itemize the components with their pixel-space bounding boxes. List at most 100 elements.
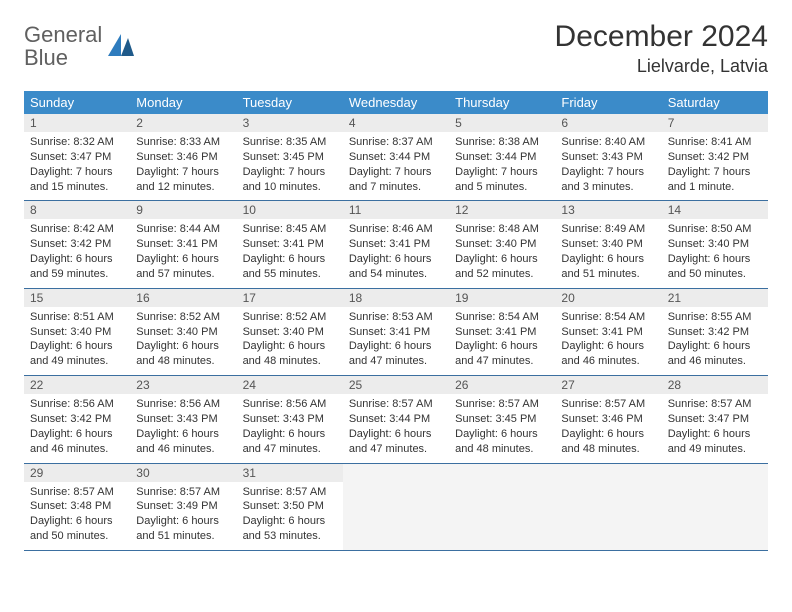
daylight-line: Daylight: 6 hours and 48 minutes. xyxy=(243,339,337,369)
calendar-day-cell: 19Sunrise: 8:54 AMSunset: 3:41 PMDayligh… xyxy=(449,288,555,375)
sunset-line: Sunset: 3:41 PM xyxy=(349,325,443,340)
calendar-day-cell xyxy=(449,463,555,550)
daylight-line: Daylight: 6 hours and 50 minutes. xyxy=(668,252,762,282)
day-number: 18 xyxy=(343,289,449,307)
day-number: 5 xyxy=(449,114,555,132)
sunrise-line: Sunrise: 8:57 AM xyxy=(136,485,230,500)
location: Lielvarde, Latvia xyxy=(555,56,768,77)
calendar-day-cell xyxy=(662,463,768,550)
calendar-day-cell: 20Sunrise: 8:54 AMSunset: 3:41 PMDayligh… xyxy=(555,288,661,375)
daylight-line: Daylight: 7 hours and 15 minutes. xyxy=(30,165,124,195)
sunset-line: Sunset: 3:41 PM xyxy=(136,237,230,252)
sunrise-line: Sunrise: 8:50 AM xyxy=(668,222,762,237)
daylight-line: Daylight: 6 hours and 47 minutes. xyxy=(243,427,337,457)
calendar-day-cell: 25Sunrise: 8:57 AMSunset: 3:44 PMDayligh… xyxy=(343,376,449,463)
sunrise-line: Sunrise: 8:57 AM xyxy=(455,397,549,412)
calendar-week-row: 1Sunrise: 8:32 AMSunset: 3:47 PMDaylight… xyxy=(24,114,768,201)
sunset-line: Sunset: 3:45 PM xyxy=(455,412,549,427)
sunset-line: Sunset: 3:40 PM xyxy=(136,325,230,340)
day-number: 28 xyxy=(662,376,768,394)
day-content: Sunrise: 8:37 AMSunset: 3:44 PMDaylight:… xyxy=(343,132,449,200)
day-content: Sunrise: 8:50 AMSunset: 3:40 PMDaylight:… xyxy=(662,219,768,287)
calendar-day-cell: 21Sunrise: 8:55 AMSunset: 3:42 PMDayligh… xyxy=(662,288,768,375)
day-number: 1 xyxy=(24,114,130,132)
sunrise-line: Sunrise: 8:56 AM xyxy=(136,397,230,412)
daylight-line: Daylight: 6 hours and 46 minutes. xyxy=(668,339,762,369)
daylight-line: Daylight: 6 hours and 54 minutes. xyxy=(349,252,443,282)
weekday-header: Tuesday xyxy=(237,91,343,114)
sunset-line: Sunset: 3:42 PM xyxy=(30,237,124,252)
calendar-day-cell xyxy=(555,463,661,550)
day-content: Sunrise: 8:55 AMSunset: 3:42 PMDaylight:… xyxy=(662,307,768,375)
day-number: 20 xyxy=(555,289,661,307)
sunrise-line: Sunrise: 8:38 AM xyxy=(455,135,549,150)
sunrise-line: Sunrise: 8:57 AM xyxy=(561,397,655,412)
calendar-day-cell: 11Sunrise: 8:46 AMSunset: 3:41 PMDayligh… xyxy=(343,201,449,288)
calendar-day-cell: 2Sunrise: 8:33 AMSunset: 3:46 PMDaylight… xyxy=(130,114,236,201)
daylight-line: Daylight: 6 hours and 50 minutes. xyxy=(30,514,124,544)
day-number: 13 xyxy=(555,201,661,219)
sunrise-line: Sunrise: 8:54 AM xyxy=(455,310,549,325)
sunset-line: Sunset: 3:43 PM xyxy=(561,150,655,165)
weekday-header: Thursday xyxy=(449,91,555,114)
calendar-day-cell: 4Sunrise: 8:37 AMSunset: 3:44 PMDaylight… xyxy=(343,114,449,201)
calendar-week-row: 8Sunrise: 8:42 AMSunset: 3:42 PMDaylight… xyxy=(24,201,768,288)
day-content: Sunrise: 8:40 AMSunset: 3:43 PMDaylight:… xyxy=(555,132,661,200)
day-content: Sunrise: 8:41 AMSunset: 3:42 PMDaylight:… xyxy=(662,132,768,200)
sunrise-line: Sunrise: 8:56 AM xyxy=(30,397,124,412)
day-number: 3 xyxy=(237,114,343,132)
day-number: 17 xyxy=(237,289,343,307)
calendar-day-cell: 24Sunrise: 8:56 AMSunset: 3:43 PMDayligh… xyxy=(237,376,343,463)
sunset-line: Sunset: 3:40 PM xyxy=(243,325,337,340)
calendar-day-cell: 23Sunrise: 8:56 AMSunset: 3:43 PMDayligh… xyxy=(130,376,236,463)
sunset-line: Sunset: 3:44 PM xyxy=(349,150,443,165)
sunrise-line: Sunrise: 8:55 AM xyxy=(668,310,762,325)
sunrise-line: Sunrise: 8:57 AM xyxy=(668,397,762,412)
sunrise-line: Sunrise: 8:53 AM xyxy=(349,310,443,325)
calendar-day-cell: 9Sunrise: 8:44 AMSunset: 3:41 PMDaylight… xyxy=(130,201,236,288)
daylight-line: Daylight: 6 hours and 49 minutes. xyxy=(30,339,124,369)
sunrise-line: Sunrise: 8:46 AM xyxy=(349,222,443,237)
day-content: Sunrise: 8:57 AMSunset: 3:47 PMDaylight:… xyxy=(662,394,768,462)
day-content: Sunrise: 8:48 AMSunset: 3:40 PMDaylight:… xyxy=(449,219,555,287)
sunset-line: Sunset: 3:44 PM xyxy=(455,150,549,165)
sunset-line: Sunset: 3:40 PM xyxy=(455,237,549,252)
day-content: Sunrise: 8:57 AMSunset: 3:50 PMDaylight:… xyxy=(237,482,343,550)
calendar-day-cell: 3Sunrise: 8:35 AMSunset: 3:45 PMDaylight… xyxy=(237,114,343,201)
calendar-day-cell: 18Sunrise: 8:53 AMSunset: 3:41 PMDayligh… xyxy=(343,288,449,375)
calendar-day-cell: 6Sunrise: 8:40 AMSunset: 3:43 PMDaylight… xyxy=(555,114,661,201)
sunrise-line: Sunrise: 8:41 AM xyxy=(668,135,762,150)
daylight-line: Daylight: 7 hours and 7 minutes. xyxy=(349,165,443,195)
sunrise-line: Sunrise: 8:49 AM xyxy=(561,222,655,237)
daylight-line: Daylight: 7 hours and 5 minutes. xyxy=(455,165,549,195)
day-number: 8 xyxy=(24,201,130,219)
weekday-header: Sunday xyxy=(24,91,130,114)
calendar-day-cell: 26Sunrise: 8:57 AMSunset: 3:45 PMDayligh… xyxy=(449,376,555,463)
sunset-line: Sunset: 3:40 PM xyxy=(561,237,655,252)
weekday-header: Wednesday xyxy=(343,91,449,114)
title-block: December 2024 Lielvarde, Latvia xyxy=(555,20,768,77)
sunset-line: Sunset: 3:48 PM xyxy=(30,499,124,514)
sunset-line: Sunset: 3:43 PM xyxy=(136,412,230,427)
sunrise-line: Sunrise: 8:32 AM xyxy=(30,135,124,150)
weekday-header: Saturday xyxy=(662,91,768,114)
sunset-line: Sunset: 3:41 PM xyxy=(349,237,443,252)
weekday-header-row: SundayMondayTuesdayWednesdayThursdayFrid… xyxy=(24,91,768,114)
sunrise-line: Sunrise: 8:40 AM xyxy=(561,135,655,150)
daylight-line: Daylight: 6 hours and 51 minutes. xyxy=(136,514,230,544)
sunset-line: Sunset: 3:50 PM xyxy=(243,499,337,514)
calendar-week-row: 22Sunrise: 8:56 AMSunset: 3:42 PMDayligh… xyxy=(24,376,768,463)
daylight-line: Daylight: 6 hours and 47 minutes. xyxy=(349,427,443,457)
logo-text-blue: Blue xyxy=(24,45,68,70)
daylight-line: Daylight: 6 hours and 47 minutes. xyxy=(455,339,549,369)
day-number: 7 xyxy=(662,114,768,132)
daylight-line: Daylight: 6 hours and 53 minutes. xyxy=(243,514,337,544)
sunset-line: Sunset: 3:43 PM xyxy=(243,412,337,427)
sunset-line: Sunset: 3:47 PM xyxy=(668,412,762,427)
calendar-week-row: 15Sunrise: 8:51 AMSunset: 3:40 PMDayligh… xyxy=(24,288,768,375)
calendar-day-cell: 8Sunrise: 8:42 AMSunset: 3:42 PMDaylight… xyxy=(24,201,130,288)
day-number: 15 xyxy=(24,289,130,307)
daylight-line: Daylight: 6 hours and 48 minutes. xyxy=(455,427,549,457)
daylight-line: Daylight: 6 hours and 59 minutes. xyxy=(30,252,124,282)
day-content: Sunrise: 8:52 AMSunset: 3:40 PMDaylight:… xyxy=(237,307,343,375)
